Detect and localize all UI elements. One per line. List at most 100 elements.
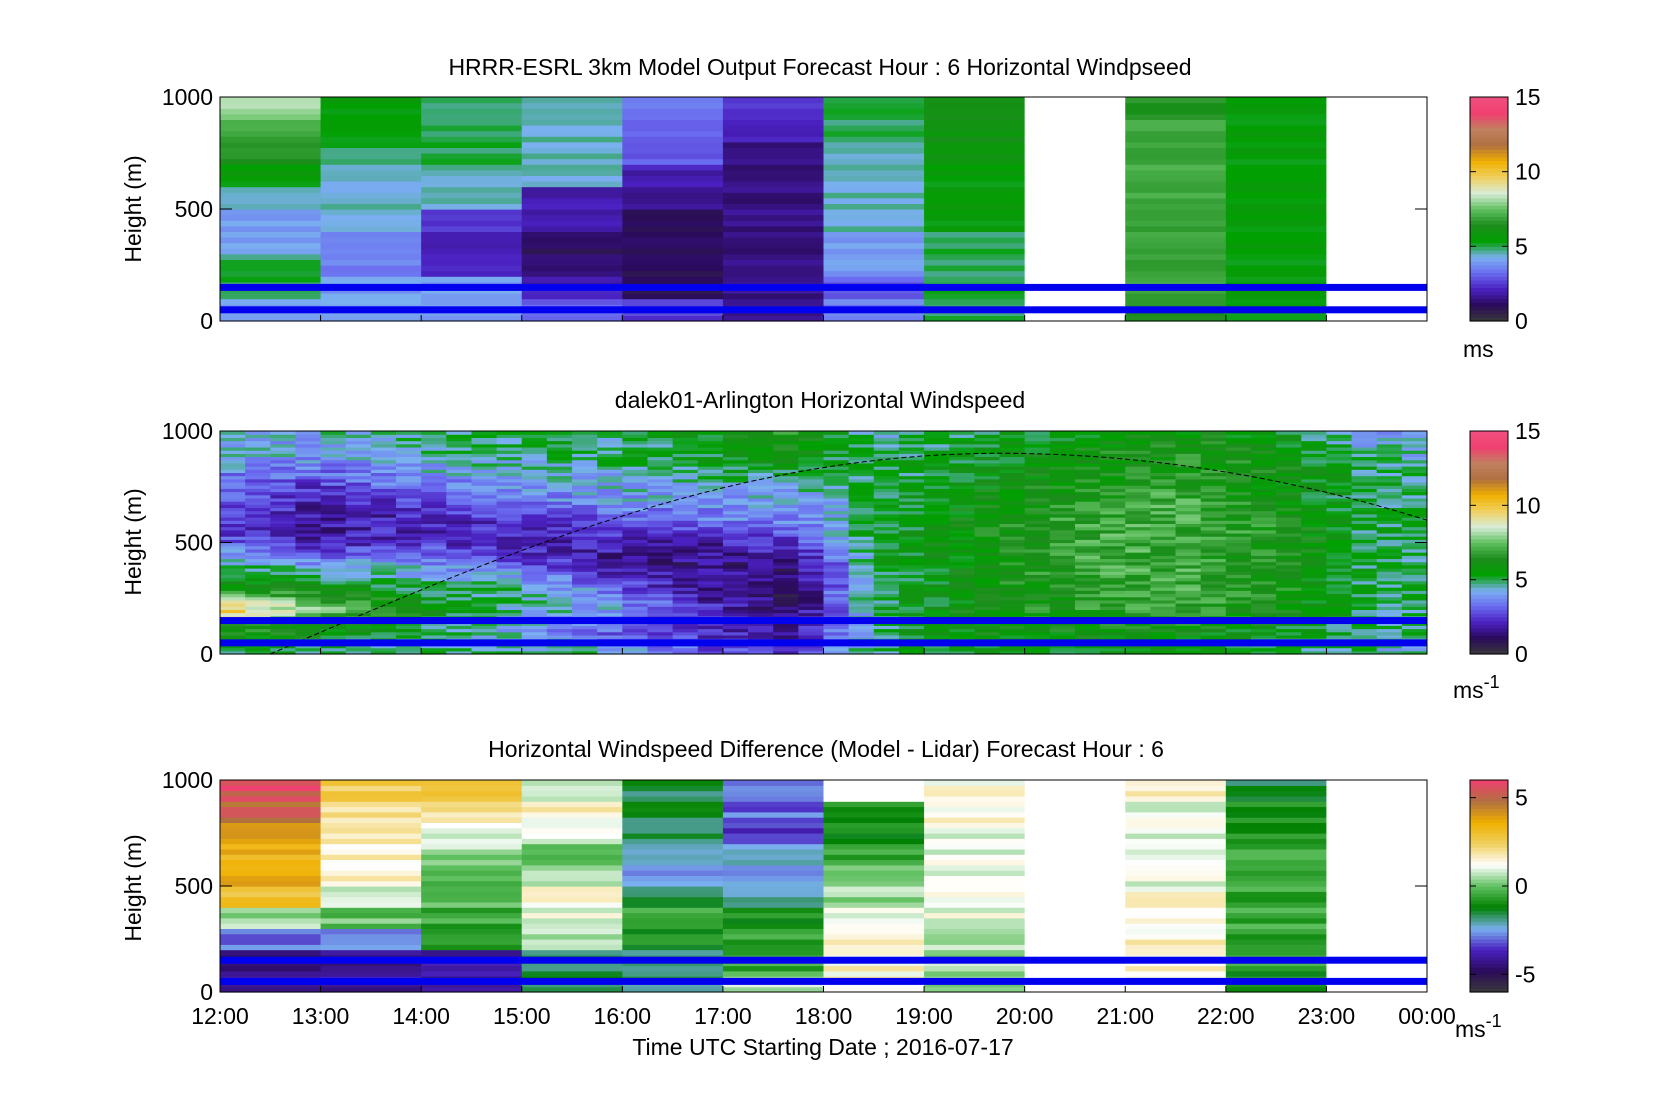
heatmap-cell: [597, 593, 623, 598]
heatmap-cell: [974, 545, 1001, 550]
heatmap-cell: [999, 571, 1026, 575]
heatmap-cell: [597, 612, 623, 617]
heatmap-cell: [1250, 453, 1277, 458]
heatmap-cell: [421, 488, 447, 493]
heatmap-cell: [1351, 558, 1378, 563]
colorbar-segment: [1470, 464, 1508, 469]
heatmap-cell: [1225, 790, 1327, 797]
heatmap-cell: [446, 539, 472, 544]
heatmap-cell: [345, 577, 372, 582]
heatmap-cell: [848, 612, 875, 617]
colorbar-segment: [1470, 209, 1508, 214]
heatmap-cell: [748, 561, 774, 566]
heatmap-cell: [873, 462, 900, 467]
heatmap-cell: [974, 580, 1001, 585]
heatmap-cell: [873, 491, 900, 496]
colorbar-tick-label: 15: [1515, 418, 1541, 444]
heatmap-cell: [1074, 466, 1101, 470]
colorbar-segment: [1470, 590, 1508, 596]
heatmap-cell: [1401, 532, 1428, 537]
heatmap-cell: [521, 561, 548, 566]
heatmap-cell: [1049, 561, 1076, 566]
heatmap-cell: [270, 542, 296, 547]
heatmap-cell: [1049, 472, 1076, 477]
heatmap-cell: [245, 542, 271, 547]
heatmap-cell: [421, 203, 523, 210]
heatmap-cell: [220, 175, 322, 182]
heatmap-cell: [924, 628, 950, 633]
heatmap-cell: [1376, 504, 1403, 509]
heatmap-cell: [597, 485, 623, 489]
heatmap-cell: [1024, 475, 1051, 480]
heatmap-cell: [270, 555, 296, 560]
heatmap-cell: [597, 587, 623, 591]
heatmap-cell: [320, 231, 422, 238]
heatmap-cell: [1024, 912, 1126, 919]
heatmap-cell: [345, 510, 372, 515]
heatmap-cell: [220, 590, 246, 595]
heatmap-cell: [999, 567, 1026, 572]
heatmap-cell: [370, 567, 397, 572]
colorbar-segment: [1470, 942, 1508, 947]
heatmap-cell: [546, 593, 573, 598]
heatmap-cell: [1351, 507, 1378, 512]
heatmap-cell: [1024, 164, 1126, 171]
heatmap-cell: [597, 504, 623, 509]
heatmap-cell: [974, 596, 1001, 601]
heatmap-cell: [1150, 446, 1177, 451]
heatmap-cell: [496, 437, 523, 442]
heatmap-cell: [1100, 437, 1126, 442]
colorbar-tick-label: 0: [1515, 641, 1528, 667]
heatmap-cell: [446, 599, 472, 604]
heatmap-cell: [572, 634, 598, 639]
heatmap-cell: [1125, 896, 1227, 903]
heatmap-cell: [521, 970, 623, 977]
heatmap-cell: [421, 276, 523, 283]
heatmap-cell: [1024, 886, 1126, 892]
heatmap-cell: [1200, 437, 1227, 442]
heatmap-cell: [1125, 481, 1151, 486]
heatmap-cell: [320, 242, 422, 249]
heatmap-cell: [748, 567, 774, 572]
heatmap-cell: [1401, 523, 1428, 528]
heatmap-cell: [1225, 561, 1252, 566]
heatmap-cell: [798, 558, 824, 563]
colorbar-segment: [1470, 291, 1508, 296]
heatmap-cell: [823, 450, 850, 454]
heatmap-cell: [521, 939, 623, 945]
heatmap-cell: [1125, 197, 1227, 204]
heatmap-cell: [370, 494, 397, 499]
heatmap-cell: [1049, 501, 1076, 505]
heatmap-cell: [798, 596, 824, 601]
heatmap-cell: [446, 434, 472, 438]
heatmap-cell: [572, 552, 598, 556]
heatmap-cell: [1049, 558, 1076, 563]
heatmap-cell: [396, 469, 422, 474]
heatmap-cell: [898, 548, 925, 553]
panel-model: HRRR-ESRL 3km Model Output Forecast Hour…: [120, 54, 1541, 362]
heatmap-cell: [1074, 526, 1101, 531]
heatmap-cell: [421, 513, 447, 518]
heatmap-cell: [220, 596, 246, 601]
heatmap-cell: [622, 507, 648, 512]
heatmap-cell: [1150, 606, 1177, 610]
heatmap-cell: [1301, 583, 1327, 588]
heatmap-cell: [722, 459, 749, 464]
colorbar-segment: [1470, 818, 1508, 823]
heatmap-cell: [1276, 609, 1302, 614]
heatmap-cell: [773, 478, 799, 483]
heatmap-cell: [1150, 469, 1177, 474]
heatmap-cell: [1326, 147, 1428, 154]
heatmap-cell: [873, 548, 900, 553]
heatmap-cell: [823, 854, 925, 861]
heatmap-cell: [1376, 481, 1403, 486]
heatmap-cell: [521, 507, 548, 512]
colorbar-segment: [1470, 616, 1508, 622]
colorbar-segment: [1470, 553, 1508, 558]
heatmap-cell: [722, 577, 749, 582]
heatmap-cell: [1376, 475, 1403, 480]
heatmap-cell: [1326, 986, 1428, 993]
heatmap-cell: [1225, 567, 1252, 572]
heatmap-cell: [622, 130, 724, 137]
heatmap-cell: [597, 456, 623, 461]
